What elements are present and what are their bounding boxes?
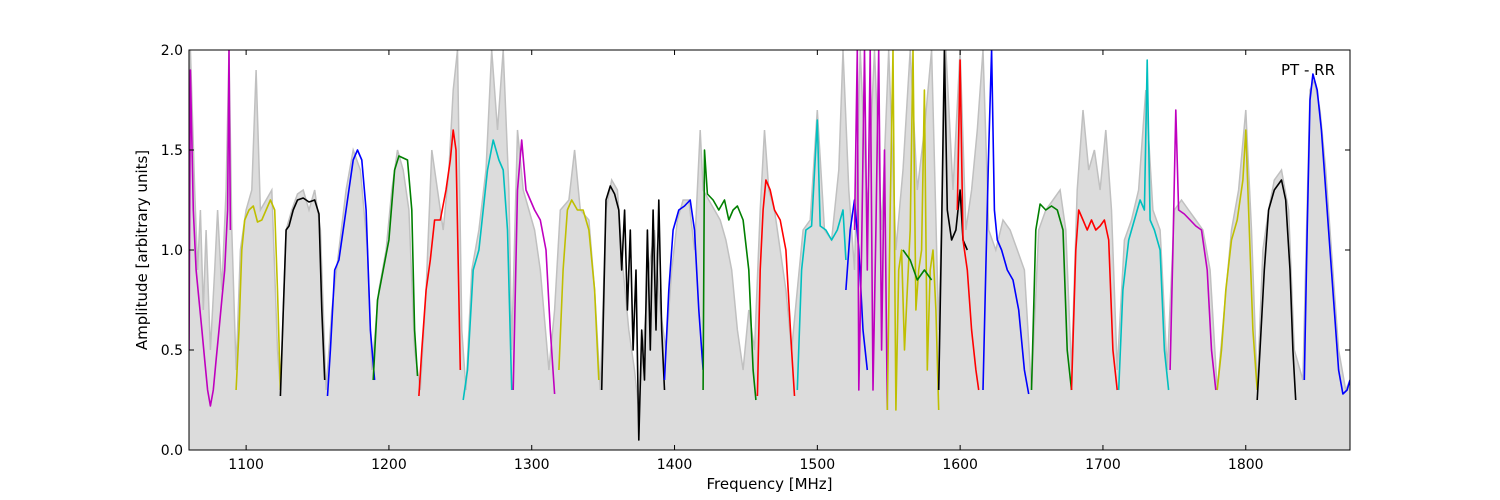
series-line-24 (1117, 59, 1170, 391)
y-axis-label: Amplitude [arbitrary units] (133, 150, 151, 350)
x-axis-label: Frequency [MHz] (706, 475, 832, 493)
y-tick-label: 0.5 (161, 343, 183, 359)
series-line-28 (1303, 73, 1350, 395)
series-line-10 (600, 185, 666, 441)
x-tick-label: 1100 (228, 457, 264, 473)
series-line-9 (558, 199, 600, 381)
series-line-4 (326, 149, 376, 397)
series-line-14 (796, 119, 847, 391)
series-line-23 (1070, 209, 1118, 391)
series-line-15 (845, 199, 869, 371)
series-line-8 (512, 139, 556, 395)
x-tick-label: 1600 (942, 457, 978, 473)
series-line-22 (1030, 203, 1073, 391)
series-line-18 (902, 249, 933, 281)
x-tick-label: 1300 (514, 457, 550, 473)
series-line-21 (982, 50, 1030, 395)
x-tick-label: 1800 (1228, 457, 1264, 473)
series-line-17 (886, 50, 940, 411)
y-tick-label: 2.0 (161, 43, 183, 59)
y-tick-label: 0.0 (161, 443, 183, 459)
x-tick-label: 1700 (1085, 457, 1121, 473)
series-line-26 (1216, 129, 1258, 391)
plot-frame (188, 49, 1351, 451)
series-line-11 (663, 199, 704, 381)
series-line-1 (189, 50, 232, 407)
series-line-6 (418, 129, 462, 397)
series-line-7 (462, 139, 513, 401)
series-line-2 (235, 199, 282, 391)
background-envelope (189, 50, 1350, 450)
series-line-25 (1169, 109, 1217, 391)
x-tick-label: 1200 (371, 457, 407, 473)
y-tick-label: 1.0 (161, 243, 183, 259)
y-tick-label: 1.5 (161, 143, 183, 159)
x-tick-label: 1400 (657, 457, 693, 473)
x-tick-label: 1500 (800, 457, 836, 473)
series-line-27 (1256, 179, 1297, 401)
series-line-5 (372, 155, 419, 381)
background-series-line (189, 50, 1350, 411)
series-line-16 (853, 50, 889, 411)
series-line-3 (279, 197, 326, 397)
panel-annotation: PT - RR (1281, 61, 1335, 79)
series-line-12 (702, 149, 757, 401)
axis-ticks: 1100 1200 1300 1400 1500 1600 1700 1800 0.0 0.5 1.… (161, 43, 1350, 473)
plot-area (189, 50, 1350, 450)
series-line-20 (956, 59, 980, 391)
series-line-13 (756, 179, 796, 397)
